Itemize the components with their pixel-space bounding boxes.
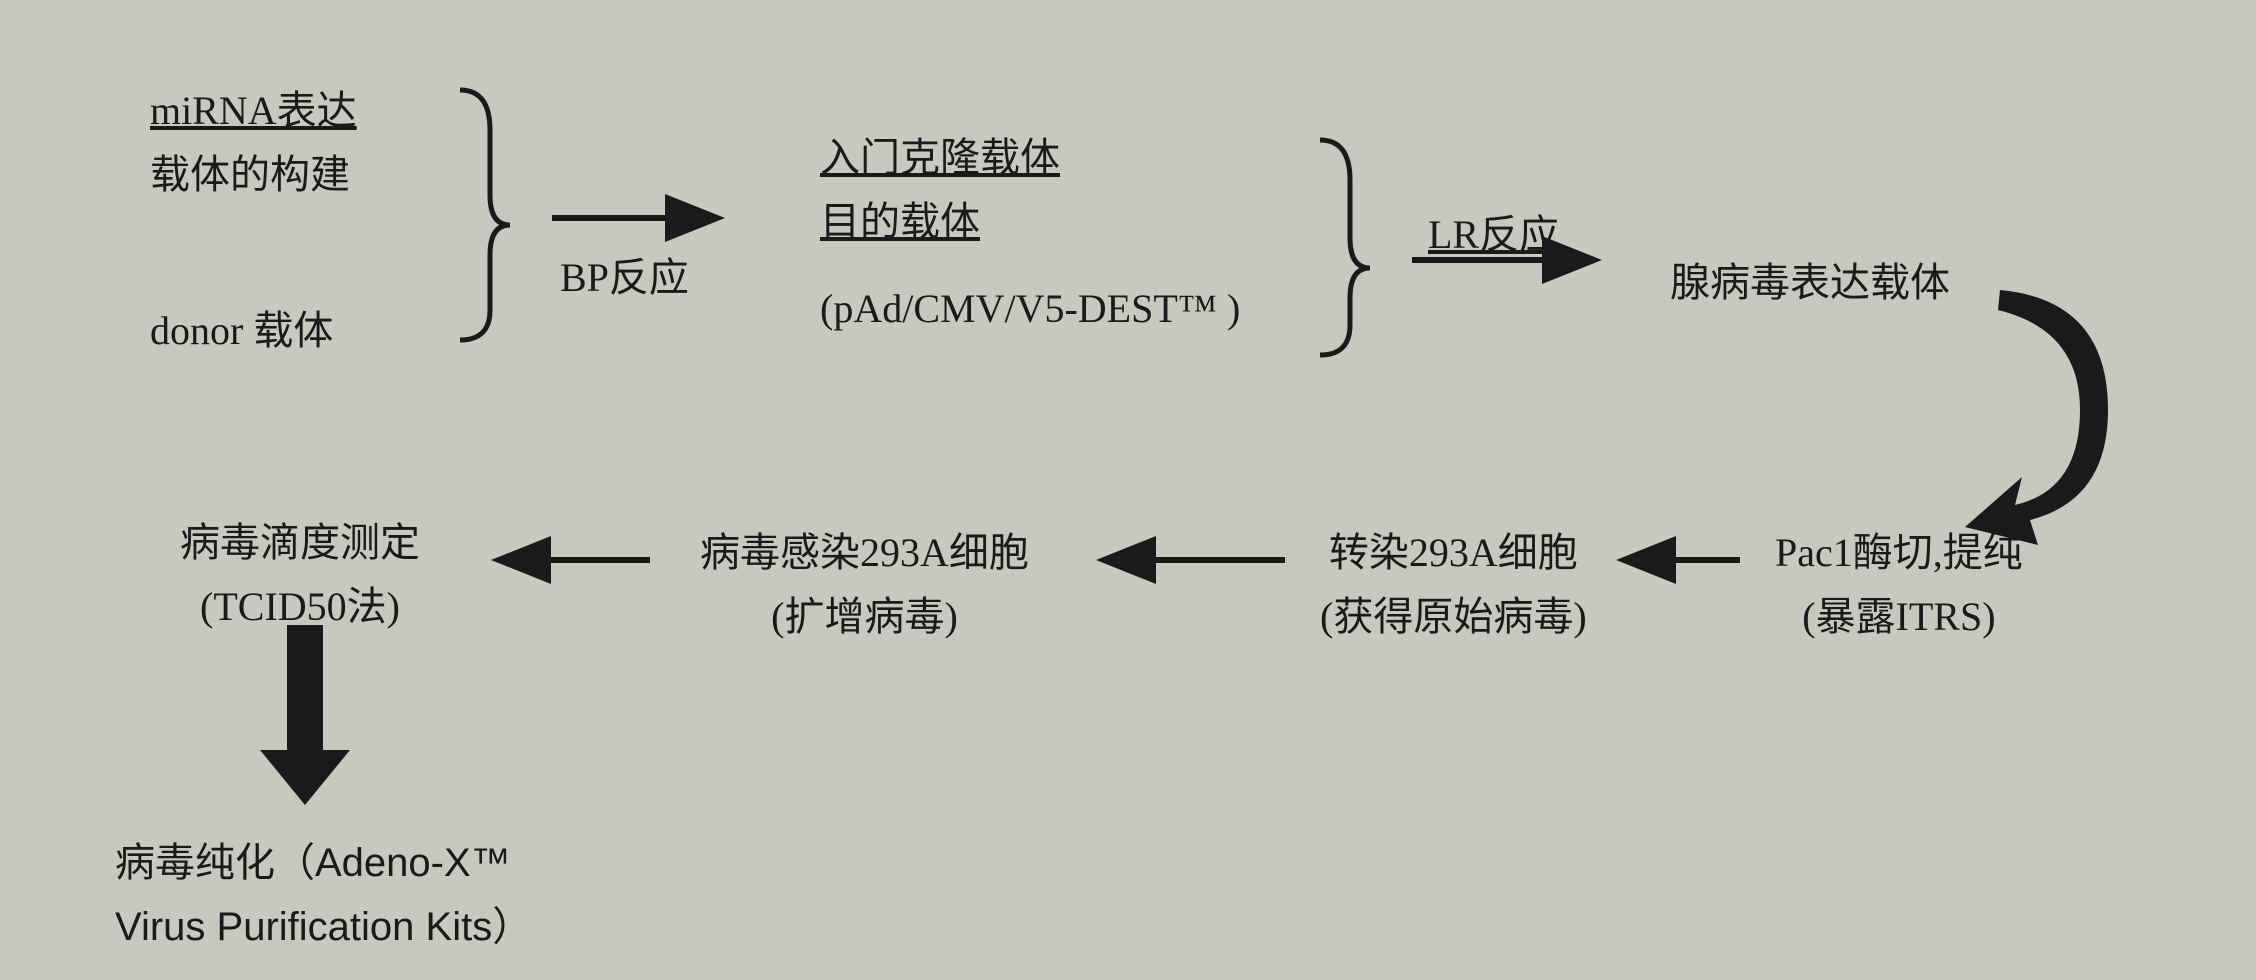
entry-line2: 目的载体 [820,189,1240,247]
node-transfect: 转染293A细胞 (获得原始病毒) [1320,520,1587,642]
brace-1 [460,90,510,340]
mirna-line2: 载体的构建 [150,142,357,200]
node-mirna: miRNA表达 载体的构建 [150,78,357,200]
node-titer: 病毒滴度测定 (TCID50法) [180,510,420,632]
pac1-line2: (暴露ITRS) [1775,584,2023,642]
brace-2 [1320,140,1370,355]
curve-arrow-down [1965,290,2108,545]
node-pac1: Pac1酶切,提纯 (暴露ITRS) [1775,520,2023,642]
entry-line3: (pAd/CMV/V5-DEST™ ) [820,285,1240,332]
node-infect: 病毒感染293A细胞 (扩增病毒) [700,520,1029,642]
titer-line2: (TCID50法) [180,574,420,632]
infect-line1: 病毒感染293A细胞 [700,520,1029,578]
purify-line2: Virus Purification Kits） [115,894,532,952]
titer-line1: 病毒滴度测定 [180,510,420,568]
mirna-line1: miRNA表达 [150,78,357,136]
node-donor: donor 载体 [150,298,333,356]
bp-reaction-label: BP反应 [560,245,689,303]
transfect-line2: (获得原始病毒) [1320,584,1587,642]
pac1-line1: Pac1酶切,提纯 [1775,520,2023,578]
entry-line1: 入门克隆载体 [820,125,1240,183]
node-adeno-vector: 腺病毒表达载体 [1670,250,1950,308]
lr-reaction-label: LR反应 [1428,202,1559,260]
node-purify: 病毒纯化（Adeno-X™ Virus Purification Kits） [115,830,532,952]
thick-arrow-down [260,625,350,805]
infect-line2: (扩增病毒) [700,584,1029,642]
transfect-line1: 转染293A细胞 [1320,520,1587,578]
purify-line1: 病毒纯化（Adeno-X™ [115,830,532,888]
node-entry: 入门克隆载体 目的载体 (pAd/CMV/V5-DEST™ ) [820,125,1240,332]
